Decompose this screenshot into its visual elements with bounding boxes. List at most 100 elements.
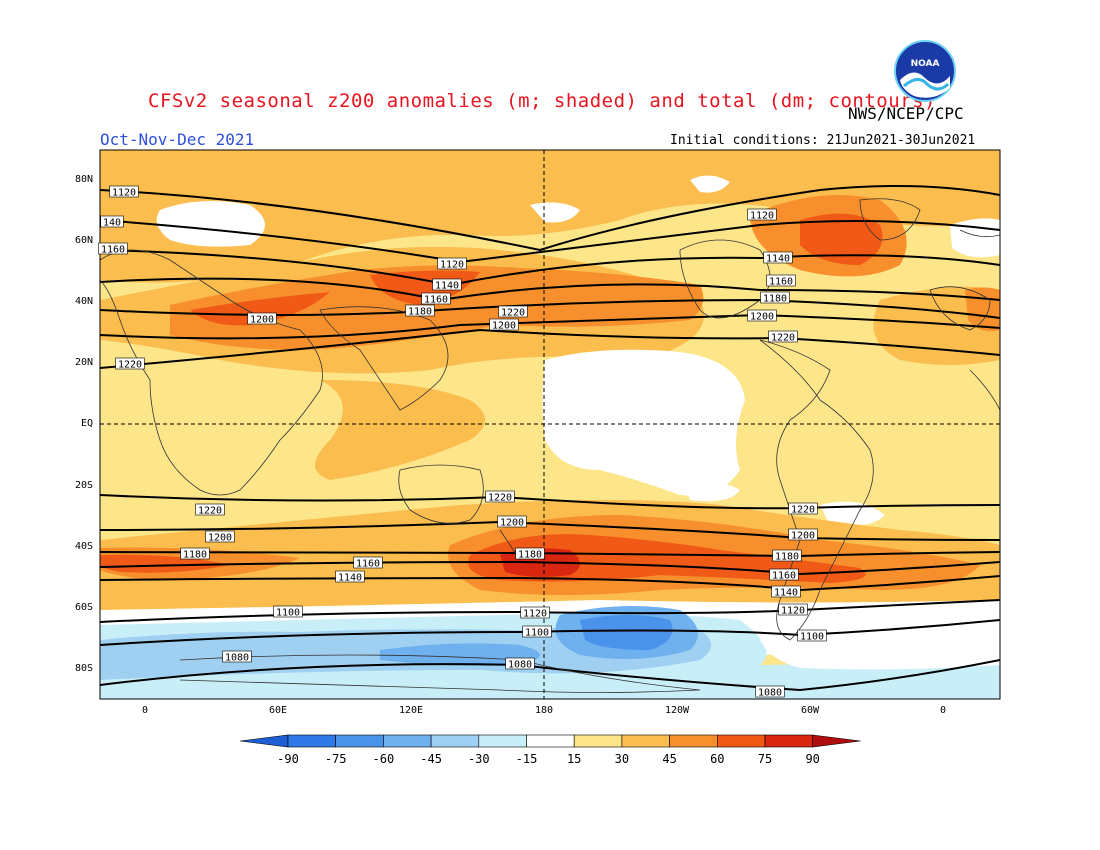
contour-label: 1160 [98,242,128,256]
contour-label: 1100 [273,605,303,619]
contour-label: 1120 [520,606,550,620]
contour-label: 1220 [498,305,528,319]
colorbar-segment [478,734,527,748]
svg-text:1140: 1140 [435,281,459,292]
lat-tick-label: 80S [74,663,93,674]
colorbar-label: -90 [277,752,299,766]
contour-label: 1200 [247,312,277,326]
contour-label: 1160 [769,568,799,582]
lon-tick-label: 180 [534,705,554,716]
colorbar-segment [716,734,766,748]
contour-label: 1180 [180,547,210,561]
contour-label: 1140 [432,278,462,292]
colorbar-segment [573,734,623,748]
logo-text: NOAA [911,59,940,69]
svg-text:1080: 1080 [508,660,532,671]
lat-tick-label: 80N [74,174,93,185]
svg-text:1220: 1220 [488,493,512,504]
colorbar-max-arrow [812,734,861,748]
lon-tick-label: 0 [939,705,947,716]
map-frame [99,149,1001,700]
svg-text:1180: 1180 [763,294,787,305]
lon-tick-label: 120E [398,705,424,716]
svg-text:1220: 1220 [198,506,222,517]
contour-label: 1200 [205,530,235,544]
lon-tick-label: 120W [664,705,690,716]
svg-text:1140: 1140 [338,573,362,584]
svg-text:1100: 1100 [525,628,549,639]
contour-label: 1220 [768,330,798,344]
colorbar-label: 15 [566,752,582,766]
svg-text:1100: 1100 [276,608,300,619]
colorbar-segment [383,734,432,748]
svg-text:1180: 1180 [408,307,432,318]
colorbar-segment [669,734,718,748]
height-contours [100,185,1000,692]
svg-text:1200: 1200 [791,531,815,542]
lon-tick-label: 0 [141,705,149,716]
svg-text:1220: 1220 [791,505,815,516]
colorbar-label: 90 [805,752,820,766]
svg-text:1180: 1180 [775,552,799,563]
svg-text:1140: 1140 [766,254,790,265]
colorbar-segment [526,734,575,748]
svg-text:1160: 1160 [772,571,796,582]
contour-label: 1080 [505,657,535,671]
colorbar-segment [430,734,480,748]
svg-text:1120: 1120 [750,211,774,222]
svg-text:1120: 1120 [523,609,547,620]
contour-label: 1180 [515,547,545,561]
colorbar-label: -75 [324,752,347,766]
colorbar-segment [764,734,814,748]
colorbar-label: -60 [372,752,395,766]
contour-label: 1220 [788,502,818,516]
svg-text:1080: 1080 [225,653,249,664]
contour-label: 1200 [489,318,519,332]
colorbar-segment [287,734,337,748]
contour-label: 1140 [335,570,365,584]
contour-label: 1100 [522,625,552,639]
svg-text:1080: 1080 [758,688,782,699]
svg-text:1180: 1180 [518,550,542,561]
lat-tick-label: 40S [74,541,93,552]
contour-label: 140 [100,215,124,229]
contour-label: 1220 [195,503,225,517]
svg-text:1160: 1160 [769,277,793,288]
contour-label: 1080 [222,650,252,664]
svg-text:1200: 1200 [250,315,274,326]
svg-text:1180: 1180 [183,550,207,561]
lat-tick-label: 40N [74,296,93,307]
contour-label: 1200 [788,528,818,542]
contour-label: 1120 [747,208,777,222]
contour-label: 1180 [772,549,802,563]
contour-label: 1160 [353,556,383,570]
lon-tick-label: 60W [800,705,820,716]
contour-label: 1200 [497,515,527,529]
colorbar-label: -45 [420,752,442,766]
lat-tick-label: 20N [74,357,93,368]
svg-text:1160: 1160 [101,245,125,256]
svg-text:1120: 1120 [112,188,136,199]
colorbar-label: -30 [467,752,490,766]
season-label: Oct-Nov-Dec 2021 [100,130,255,149]
colorbar-label: 60 [710,752,725,766]
noaa-logo-icon: NOAA [894,40,956,102]
contour-label: 1120 [109,185,139,199]
contour-label: 1200 [747,309,777,323]
lon-tick-label: 60E [268,705,288,716]
svg-text:1120: 1120 [781,606,805,617]
contour-label: 1220 [115,357,145,371]
contour-label: 1220 [485,490,515,504]
svg-text:1100: 1100 [800,632,824,643]
contour-label: 1180 [760,291,790,305]
svg-text:1160: 1160 [424,295,448,306]
colorbar-label: 45 [662,752,677,766]
svg-text:1200: 1200 [492,321,516,332]
svg-text:1200: 1200 [750,312,774,323]
contour-label: 1120 [437,257,467,271]
contour-label: 1140 [771,585,801,599]
colorbar-min-arrow [239,734,289,748]
agency-label: NWS/NCEP/CPC [848,104,964,123]
